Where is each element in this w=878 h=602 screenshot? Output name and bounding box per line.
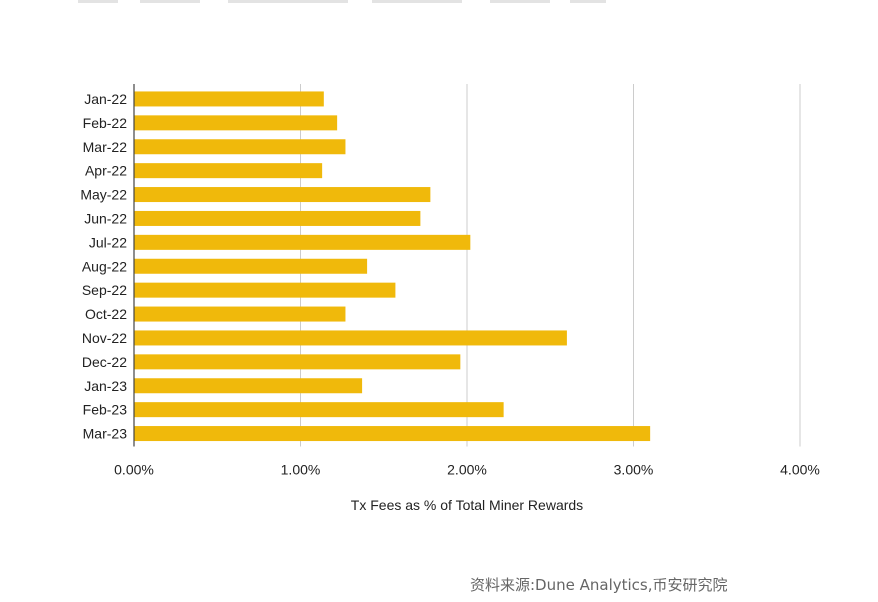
x-tick-label-0: 0.00% [114,462,154,478]
y-tick-label-aug-22: Aug-22 [82,258,127,274]
bar-nov-22 [134,330,567,346]
bar-jul-22 [134,234,471,250]
x-tick-label-4: 4.00% [780,462,820,478]
bar-apr-22 [134,163,323,179]
bar-may-22 [134,187,431,203]
y-tick-label-jun-22: Jun-22 [84,210,127,226]
bar-oct-22 [134,306,346,322]
bar-mar-22 [134,139,346,155]
bars-group [134,91,651,442]
y-tick-label-mar-23: Mar-23 [83,426,128,442]
y-tick-label-mar-22: Mar-22 [83,139,128,155]
y-tick-label-feb-22: Feb-22 [83,115,128,131]
bar-aug-22 [134,258,368,274]
x-axis-title: Tx Fees as % of Total Miner Rewards [351,497,583,513]
bar-feb-22 [134,115,338,131]
bar-mar-23 [134,426,651,442]
y-tick-label-jul-22: Jul-22 [89,234,127,250]
y-tick-label-may-22: May-22 [80,187,127,203]
y-tick-label-nov-22: Nov-22 [82,330,127,346]
grid-lines [300,84,801,447]
y-tick-label-dec-22: Dec-22 [82,354,127,370]
bar-jan-23 [134,378,363,394]
y-tick-label-jan-22: Jan-22 [84,91,127,107]
y-tick-label-feb-23: Feb-23 [83,402,128,418]
bar-jan-22 [134,91,324,107]
y-tick-label-apr-22: Apr-22 [85,163,127,179]
bar-dec-22 [134,354,461,370]
bar-feb-23 [134,402,504,418]
cropped-heading-fragment [78,0,606,3]
y-tick-label-oct-22: Oct-22 [85,306,127,322]
y-tick-label-jan-23: Jan-23 [84,378,127,394]
y-tick-label-sep-22: Sep-22 [82,282,127,298]
bar-sep-22 [134,282,396,298]
y-axis-tick-labels: Jan-22 Feb-22 Mar-22 Apr-22 May-22 Jun-22 Jul-… [80,91,127,442]
x-axis-tick-labels: 0.00% 1.00% 2.00% 3.00% 4.00% [114,462,820,478]
x-tick-label-3: 3.00% [614,462,654,478]
x-tick-label-2: 2.00% [447,462,487,478]
bar-jun-22 [134,210,421,226]
source-caption: 资料来源:Dune Analytics,币安研究院 [470,576,728,594]
x-tick-label-1: 1.00% [281,462,321,478]
